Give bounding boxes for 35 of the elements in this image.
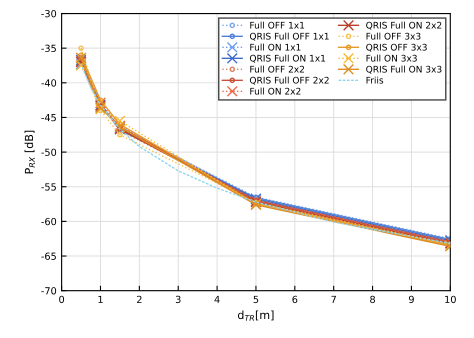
legend-label: QRIS Full OFF 1x1 (250, 32, 329, 41)
y-tick-label: -60 (41, 218, 56, 226)
y-tick-label: -45 (41, 114, 56, 122)
x-tick-label: 5 (254, 296, 258, 304)
legend-label: QRIS OFF 3x3 (366, 44, 427, 52)
legend-label: Friis (366, 76, 384, 84)
x-tick-label: 8 (370, 296, 375, 304)
legend-label: Full ON 1x1 (250, 44, 300, 51)
legend-label: Full ON 3x3 (366, 54, 417, 62)
y-tick-label: -50 (41, 148, 56, 156)
legend-label: Full OFF 3x3 (366, 32, 420, 40)
y-tick-label: -55 (41, 183, 56, 191)
legend-label: QRIS Full ON 2x2 (366, 22, 442, 30)
x-tick-label: 4 (214, 296, 220, 303)
y-tick-label: -70 (41, 287, 56, 295)
legend-label: QRIS Full OFF 2x2 (250, 76, 329, 85)
x-tick-label: 10 (445, 296, 456, 304)
y-tick-label: -40 (41, 79, 56, 87)
x-tick-label: 3 (176, 296, 181, 304)
x-tick-label: 9 (408, 296, 414, 304)
y-tick-label: -30 (41, 10, 56, 18)
x-tick-label: 1 (98, 296, 103, 303)
legend-label: QRIS Full ON 1x1 (250, 54, 326, 63)
legend-label: Full OFF 2x2 (250, 66, 304, 73)
x-tick-label: 0 (59, 296, 64, 304)
legend-label: QRIS Full ON 3x3 (366, 66, 442, 74)
legend-label: Full OFF 1x1 (250, 22, 304, 29)
y-tick-label: -35 (41, 44, 56, 52)
y-axis-title: P$_{RX}$ [dB] (24, 130, 35, 174)
x-axis-title: d$_{TR}$[m] (238, 310, 274, 321)
x-tick-label: 2 (136, 296, 142, 303)
y-tick-label: -65 (41, 252, 56, 260)
x-tick-label: 7 (331, 296, 336, 303)
legend-label: Full ON 2x2 (250, 88, 300, 95)
x-tick-label: 6 (292, 296, 298, 304)
